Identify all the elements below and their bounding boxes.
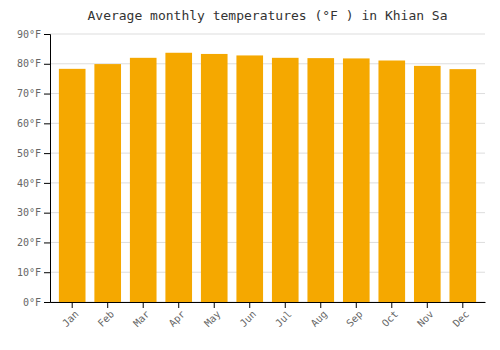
tick-mark xyxy=(44,242,50,243)
bar xyxy=(201,54,228,302)
grid-line xyxy=(50,34,485,35)
tick-mark xyxy=(44,183,50,184)
tick-mark xyxy=(356,302,357,308)
tick-label: 20°F xyxy=(17,237,41,248)
bar xyxy=(59,69,86,302)
tick: Dec xyxy=(451,302,472,329)
tick: 60°F xyxy=(17,118,50,129)
tick-label: Mar xyxy=(131,308,152,329)
tick-mark xyxy=(44,34,50,35)
tick-mark xyxy=(249,302,250,308)
tick: Aug xyxy=(309,302,330,329)
tick: 20°F xyxy=(17,237,50,248)
tick: Apr xyxy=(167,302,188,329)
tick: 80°F xyxy=(17,58,50,69)
tick-label: Oct xyxy=(380,308,401,329)
tick: Jan xyxy=(60,302,81,329)
tick-label: Nov xyxy=(415,308,436,329)
tick-label: Feb xyxy=(96,308,117,329)
tick-label: Jul xyxy=(273,308,294,329)
tick-label: Jun xyxy=(238,308,259,329)
bar xyxy=(165,53,192,302)
tick-mark xyxy=(143,302,144,308)
tick-mark xyxy=(44,213,50,214)
tick-mark xyxy=(178,302,179,308)
tick: 40°F xyxy=(17,178,50,189)
tick-label: Sep xyxy=(344,308,365,329)
tick-label: Jan xyxy=(60,308,81,329)
bar xyxy=(343,58,370,302)
bar xyxy=(272,58,299,302)
bar xyxy=(378,61,405,302)
tick: 0°F xyxy=(23,297,50,308)
tick: 70°F xyxy=(17,88,50,99)
tick-label: 90°F xyxy=(17,29,41,40)
tick: 50°F xyxy=(17,148,50,159)
axis-line xyxy=(51,302,486,303)
tick-mark xyxy=(72,302,73,308)
bar xyxy=(449,69,476,302)
axis-line xyxy=(44,35,51,303)
tick-mark xyxy=(427,302,428,308)
tick: Jul xyxy=(273,302,294,329)
tick-mark xyxy=(44,123,50,124)
tick: Sep xyxy=(344,302,365,329)
tick-mark xyxy=(462,302,463,308)
title: Average monthly temperatures (°F ) in Kh… xyxy=(87,8,447,23)
tick: 10°F xyxy=(17,267,50,278)
tick-mark xyxy=(285,302,286,308)
tick-label: Aug xyxy=(309,308,330,329)
tick-mark xyxy=(391,302,392,308)
tick-label: Apr xyxy=(167,308,188,329)
bar xyxy=(130,58,157,302)
tick-label: 50°F xyxy=(17,148,41,159)
tick-label: 10°F xyxy=(17,267,41,278)
chart: Jan Feb Mar Apr May Jun Jul Aug Sep Oct Nov Dec 0°F 1… xyxy=(0,0,500,350)
tick-mark xyxy=(44,94,50,95)
tick: May xyxy=(202,302,223,329)
tick-mark xyxy=(44,302,50,303)
tick-label: 0°F xyxy=(23,297,41,308)
tick: Oct xyxy=(380,302,401,329)
tick-label: 40°F xyxy=(17,178,41,189)
tick-label: 60°F xyxy=(17,118,41,129)
tick-label: 30°F xyxy=(17,207,41,218)
tick-mark xyxy=(44,153,50,154)
tick-label: Dec xyxy=(451,308,472,329)
tick: Nov xyxy=(415,302,436,329)
tick-mark xyxy=(320,302,321,308)
bar xyxy=(236,55,263,302)
grid xyxy=(50,34,485,302)
tick-mark xyxy=(44,64,50,65)
tick-mark xyxy=(44,272,50,273)
tick-label: 80°F xyxy=(17,58,41,69)
bar xyxy=(94,64,121,302)
tick-mark xyxy=(214,302,215,308)
tick: 90°F xyxy=(17,29,50,40)
tick-label: May xyxy=(202,308,223,329)
tick: Jun xyxy=(238,302,259,329)
bar xyxy=(307,58,334,302)
plot-area xyxy=(59,53,476,302)
bar xyxy=(414,66,441,302)
tick: Mar xyxy=(131,302,152,329)
tick: 30°F xyxy=(17,207,50,218)
x-axis: Jan Feb Mar Apr May Jun Jul Aug Sep Oct Nov Dec xyxy=(51,302,486,329)
tick-label: 70°F xyxy=(17,88,41,99)
tick-mark xyxy=(107,302,108,308)
tick: Feb xyxy=(96,302,117,329)
y-axis: 0°F 10°F 20°F 30°F 40°F 50°F 60°F 70°F 80°F 90°F xyxy=(17,29,51,308)
